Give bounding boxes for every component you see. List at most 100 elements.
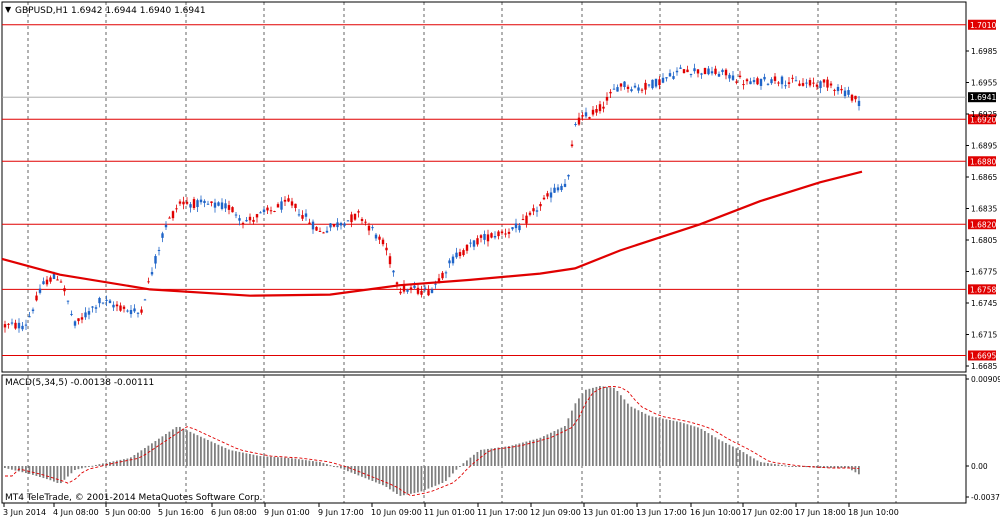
candle-body xyxy=(752,80,756,83)
candle-body xyxy=(45,279,49,285)
candle-body xyxy=(105,299,108,301)
macd-bar xyxy=(781,464,783,466)
candle-body xyxy=(343,223,346,226)
candle-body xyxy=(70,313,73,315)
macd-bar xyxy=(361,466,363,477)
macd-bar xyxy=(644,413,647,466)
macd-bar xyxy=(193,433,195,466)
candle-body xyxy=(689,74,693,76)
macd-bar xyxy=(795,466,797,467)
macd-bar xyxy=(550,432,552,466)
level-price-label: 1.6920 xyxy=(970,115,996,124)
price-tick-label: 1.6805 xyxy=(971,236,997,245)
macd-bar xyxy=(326,464,328,466)
macd-bar xyxy=(473,454,475,466)
candle-body xyxy=(528,212,532,215)
macd-bar xyxy=(847,466,850,469)
candle-body xyxy=(553,187,556,193)
macd-bar xyxy=(74,466,76,470)
macd-axis: 0.00909 0.00 -0.00371 xyxy=(966,375,1000,502)
candle-body xyxy=(728,74,731,79)
candle-body xyxy=(112,304,115,308)
candle-body xyxy=(836,86,840,92)
candle-body xyxy=(210,201,213,203)
macd-bar xyxy=(249,454,251,466)
candle-body xyxy=(451,256,455,264)
symbol-info: GBPUSD,H1 1.6942 1.6944 1.6940 1.6941 xyxy=(15,6,206,16)
macd-bar xyxy=(154,441,157,466)
macd-bar xyxy=(287,457,290,466)
macd-bar xyxy=(189,431,192,466)
macd-bar xyxy=(371,466,374,481)
candle-body xyxy=(434,283,437,285)
macd-bar xyxy=(165,434,167,466)
candle-body xyxy=(535,210,539,212)
current-price-label: 1.6941 xyxy=(970,93,996,102)
macd-bar xyxy=(182,428,185,466)
candle-body xyxy=(339,222,343,226)
candle-body xyxy=(759,78,763,86)
candle-body xyxy=(136,312,140,314)
macd-bar xyxy=(259,456,262,466)
level-price-tag xyxy=(968,19,996,30)
macd-bar xyxy=(245,453,248,466)
macd-bar xyxy=(826,466,829,468)
macd-bar xyxy=(84,466,87,468)
macd-bar xyxy=(39,466,41,477)
macd-bar xyxy=(791,466,794,467)
macd-bar xyxy=(735,448,738,466)
candle-body xyxy=(182,201,185,205)
dropdown-arrow-icon[interactable]: ▼ xyxy=(5,5,12,14)
candle-body xyxy=(441,272,444,279)
macd-bar xyxy=(147,445,150,466)
candle-body xyxy=(490,233,493,238)
macd-bar xyxy=(137,452,139,466)
macd-bar xyxy=(336,466,339,468)
candle-body xyxy=(10,322,14,324)
macd-bar xyxy=(343,466,346,470)
macd-bar xyxy=(784,465,787,467)
macd-bar xyxy=(207,439,209,466)
macd-bar xyxy=(431,466,433,488)
macd-bar xyxy=(4,466,6,468)
macd-bar xyxy=(756,460,759,466)
candle-body xyxy=(364,221,367,223)
candle-body xyxy=(686,69,689,73)
candle-body xyxy=(462,250,465,256)
price-tick-label: 1.6895 xyxy=(971,142,997,151)
candle-body xyxy=(409,287,413,290)
candle-body xyxy=(854,95,857,100)
level-price-tag xyxy=(968,156,996,167)
candle-body xyxy=(168,217,171,219)
candle-body xyxy=(542,197,546,200)
macd-bar xyxy=(497,447,500,466)
macd-bar xyxy=(144,448,146,466)
candle-body xyxy=(532,208,535,212)
level-price-tag xyxy=(968,284,996,295)
candle-body xyxy=(486,234,490,242)
candle-body xyxy=(119,305,122,311)
macd-bar xyxy=(627,403,629,466)
time-tick-label: 3 Jun 2014 xyxy=(3,508,46,517)
candle-body xyxy=(318,230,322,232)
candle-body xyxy=(416,287,420,294)
candle-body xyxy=(231,207,234,213)
macd-bar xyxy=(434,466,437,486)
macd-bar xyxy=(11,466,13,470)
candle-body xyxy=(17,322,21,329)
candle-body xyxy=(129,310,133,315)
candle-body xyxy=(287,198,290,202)
macd-bar xyxy=(837,466,839,468)
macd-bar xyxy=(476,452,479,466)
price-tick-label: 1.6745 xyxy=(971,299,997,308)
macd-bar xyxy=(105,462,108,466)
candle-body xyxy=(707,68,710,75)
candle-body xyxy=(273,211,276,213)
candle-body xyxy=(245,219,248,222)
candle-body xyxy=(28,316,31,318)
macd-bar xyxy=(851,466,853,471)
macd-bar xyxy=(501,447,503,466)
macd-bar xyxy=(676,421,678,466)
candle-body xyxy=(192,199,196,209)
